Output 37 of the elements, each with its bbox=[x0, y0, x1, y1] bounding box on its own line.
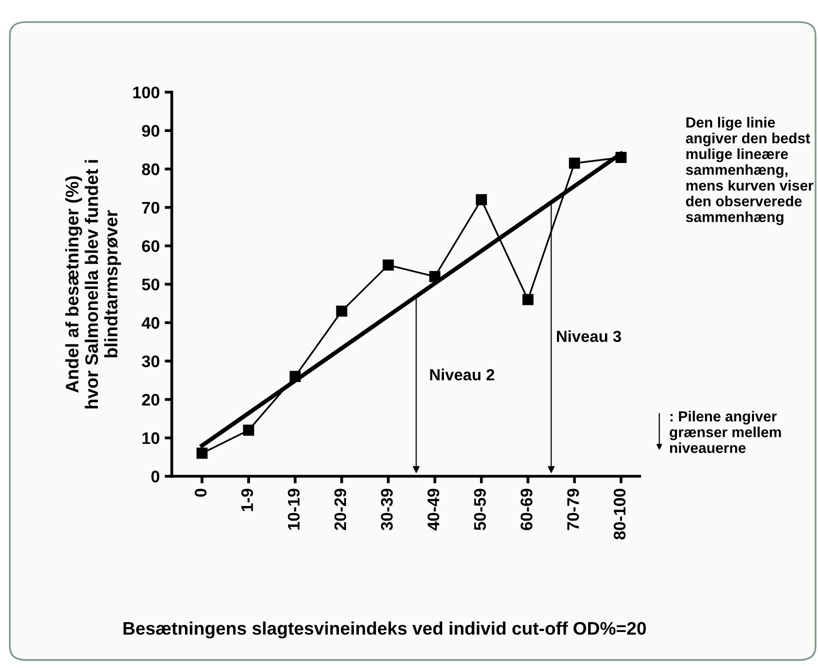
point bbox=[429, 270, 440, 282]
point bbox=[476, 194, 487, 206]
x-tick-label: 60-69 bbox=[520, 488, 532, 530]
point bbox=[522, 294, 534, 306]
y-tick-label: 100 bbox=[133, 86, 160, 98]
x-tick-label: 0 bbox=[194, 488, 207, 497]
y-tick-label: 20 bbox=[142, 394, 160, 406]
point bbox=[243, 424, 254, 436]
y-tick-label: 90 bbox=[142, 124, 160, 137]
y-tick-label: 70 bbox=[142, 202, 160, 214]
point bbox=[615, 152, 627, 164]
x-tick-label: 30-39 bbox=[380, 488, 393, 530]
y-tick-label: 30 bbox=[142, 355, 160, 368]
x-tick-label: 20-29 bbox=[334, 488, 346, 530]
x-tick-label: 80-100 bbox=[614, 488, 626, 540]
point bbox=[568, 158, 580, 169]
point bbox=[336, 306, 348, 317]
x-tick-label: 70-79 bbox=[567, 488, 579, 530]
x-axis-title: Besætningens slagtesvineindeks ved individ cut-off OD%=20 bbox=[124, 622, 646, 638]
x-tick-label: 1-9 bbox=[241, 488, 254, 512]
point bbox=[382, 259, 394, 271]
x-tick-label: 50-59 bbox=[474, 488, 486, 530]
y-tick-label: 10 bbox=[142, 432, 160, 444]
y-tick-label: 60 bbox=[142, 240, 160, 252]
y-tick-label: 0 bbox=[151, 470, 160, 482]
y-tick-label: 40 bbox=[142, 317, 160, 329]
annotation: Niveau 2 bbox=[430, 368, 494, 380]
text: Den lige linie angiver den bedst mulige lineære sammenhæng, mens kurven viser den observerede sammenhæng bbox=[686, 116, 814, 226]
y-tick-label: 80 bbox=[142, 163, 160, 176]
text: : Pilene angiver grænser mellem niveauerne bbox=[670, 410, 781, 454]
point bbox=[290, 370, 301, 382]
x-tick-label: 10-19 bbox=[288, 488, 300, 530]
annotation: Niveau 3 bbox=[556, 330, 622, 342]
y-tick-label: 50 bbox=[142, 278, 160, 290]
x-tick-label: 40-49 bbox=[428, 488, 440, 530]
y-axis-title: Andel af besætninger (%) hvor Salmonella blev fundet i blindtarmsprøver bbox=[65, 160, 122, 408]
point bbox=[196, 448, 208, 459]
